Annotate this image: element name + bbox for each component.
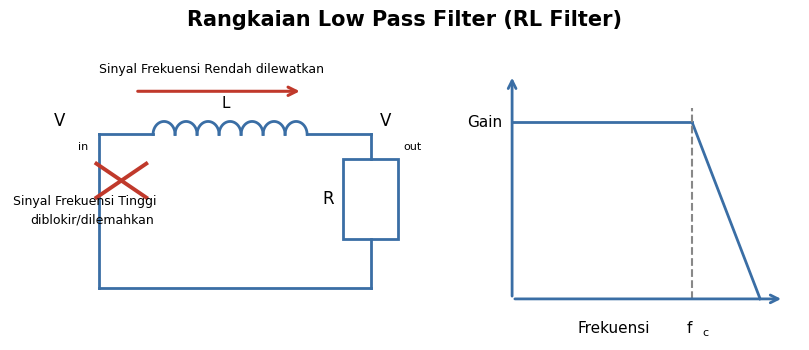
Text: c: c <box>702 328 709 338</box>
Text: Rangkaian Low Pass Filter (RL Filter): Rangkaian Low Pass Filter (RL Filter) <box>187 10 622 30</box>
Text: V: V <box>53 112 65 130</box>
Text: in: in <box>78 142 88 152</box>
Text: V: V <box>379 112 391 130</box>
Text: L: L <box>222 96 230 111</box>
Text: R: R <box>323 190 334 208</box>
Text: diblokir/dilemahkan: diblokir/dilemahkan <box>31 214 155 227</box>
Text: f: f <box>687 321 693 336</box>
Text: out: out <box>403 142 421 152</box>
Text: Gain: Gain <box>467 115 502 130</box>
Text: Sinyal Frekuensi Tinggi: Sinyal Frekuensi Tinggi <box>13 195 156 208</box>
Bar <box>343 159 398 239</box>
Text: Sinyal Frekuensi Rendah dilewatkan: Sinyal Frekuensi Rendah dilewatkan <box>100 63 324 76</box>
Text: Frekuensi: Frekuensi <box>578 321 650 336</box>
